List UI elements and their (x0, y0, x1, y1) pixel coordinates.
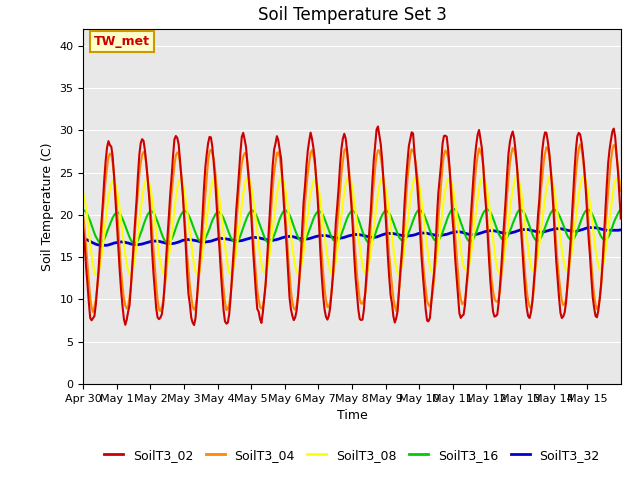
SoilT3_08 (547, 174, 554, 180)
SoilT3_32 (357, 232, 365, 238)
SoilT3_08 (544, 180, 552, 186)
Legend: SoilT3_02, SoilT3_04, SoilT3_08, SoilT3_16, SoilT3_32: SoilT3_02, SoilT3_04, SoilT3_08, SoilT3_… (99, 444, 605, 467)
SoilT3_32 (103, 242, 111, 248)
SoilT3_16 (357, 225, 365, 230)
SoilT3_02 (98, 219, 106, 225)
SoilT3_32 (586, 225, 594, 230)
SoilT3_32 (617, 227, 625, 233)
SoilT3_08 (99, 243, 107, 249)
SoilT3_02 (617, 216, 625, 221)
SoilT3_16 (465, 239, 473, 244)
SoilT3_02 (357, 317, 365, 323)
SoilT3_04 (89, 309, 97, 315)
SoilT3_16 (545, 214, 553, 219)
SoilT3_02 (79, 227, 87, 232)
SoilT3_02 (545, 150, 553, 156)
Line: SoilT3_02: SoilT3_02 (83, 127, 621, 325)
SoilT3_32 (98, 242, 106, 248)
SoilT3_04 (99, 209, 107, 215)
Line: SoilT3_08: SoilT3_08 (83, 177, 621, 275)
SoilT3_16 (79, 207, 87, 213)
SoilT3_32 (116, 239, 124, 245)
Line: SoilT3_32: SoilT3_32 (83, 228, 621, 245)
SoilT3_04 (116, 246, 124, 252)
Title: Soil Temperature Set 3: Soil Temperature Set 3 (257, 6, 447, 24)
SoilT3_16 (130, 241, 138, 247)
SoilT3_08 (617, 179, 625, 184)
Line: SoilT3_16: SoilT3_16 (83, 209, 621, 244)
Line: SoilT3_04: SoilT3_04 (83, 144, 621, 312)
Text: TW_met: TW_met (94, 35, 150, 48)
SoilT3_16 (450, 206, 458, 212)
SoilT3_32 (464, 231, 472, 237)
SoilT3_02 (115, 243, 122, 249)
SoilT3_16 (617, 206, 625, 212)
SoilT3_32 (616, 227, 623, 233)
SoilT3_02 (374, 124, 382, 130)
X-axis label: Time: Time (337, 409, 367, 422)
SoilT3_08 (357, 254, 365, 260)
SoilT3_08 (92, 272, 100, 278)
SoilT3_04 (617, 188, 625, 194)
SoilT3_02 (616, 192, 623, 198)
SoilT3_32 (79, 236, 87, 242)
SoilT3_04 (79, 213, 87, 218)
SoilT3_32 (544, 228, 552, 234)
SoilT3_02 (190, 322, 198, 328)
SoilT3_16 (616, 208, 623, 214)
SoilT3_08 (616, 177, 623, 183)
SoilT3_04 (357, 300, 365, 306)
SoilT3_04 (616, 180, 623, 185)
SoilT3_04 (576, 142, 584, 147)
SoilT3_02 (465, 244, 473, 250)
SoilT3_08 (464, 266, 472, 272)
SoilT3_08 (116, 206, 124, 212)
SoilT3_08 (79, 190, 87, 195)
SoilT3_16 (115, 210, 122, 216)
SoilT3_04 (464, 273, 472, 278)
Y-axis label: Soil Temperature (C): Soil Temperature (C) (41, 142, 54, 271)
SoilT3_16 (98, 240, 106, 245)
SoilT3_04 (544, 145, 552, 151)
